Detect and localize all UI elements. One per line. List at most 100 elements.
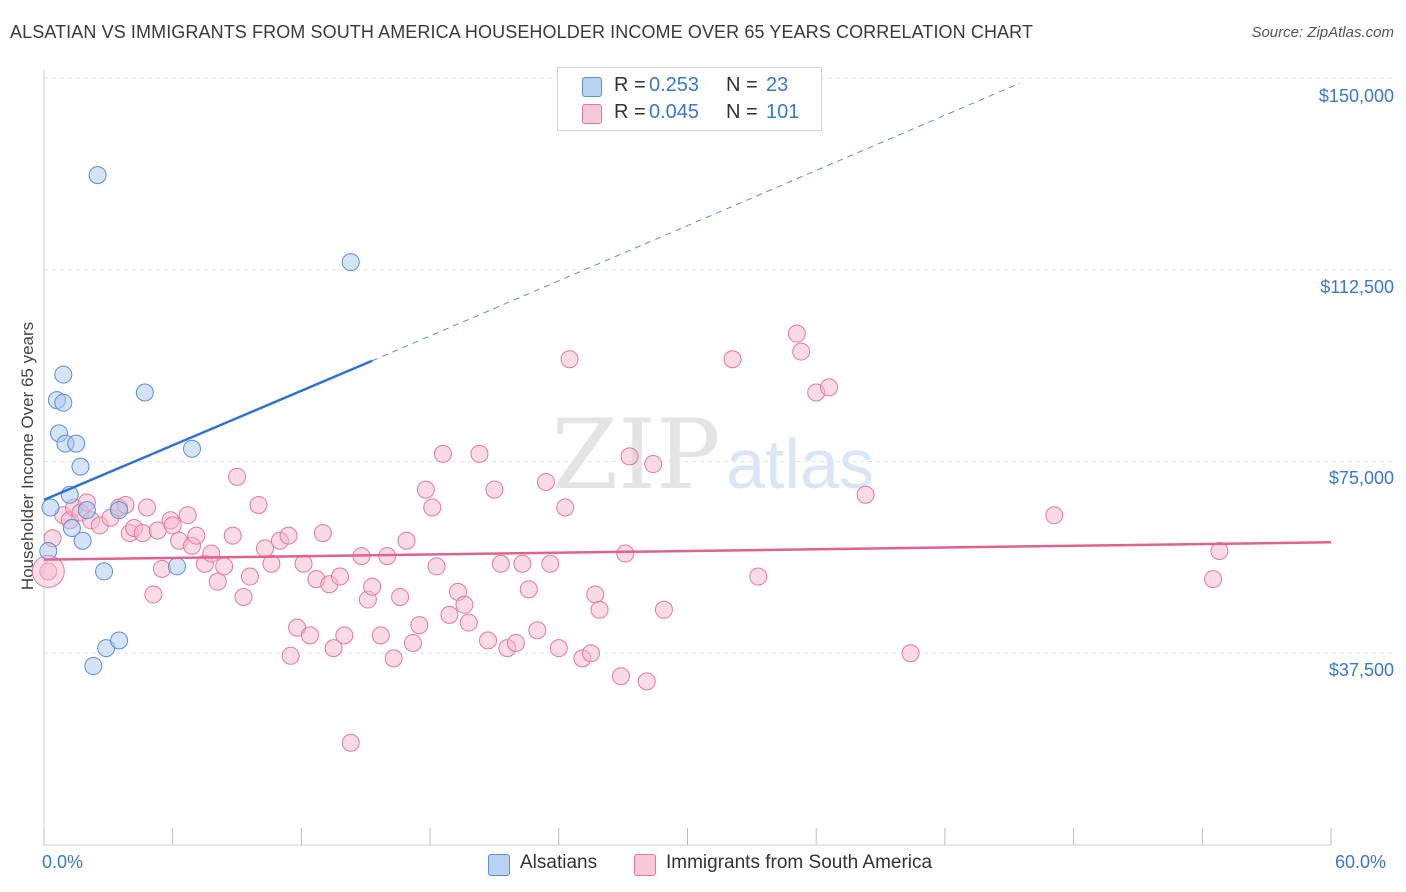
blue-swatch (582, 77, 602, 97)
pink-swatch (634, 854, 656, 876)
correlation-stats-box: R = 0.253 N = 23 R = 0.045 N = 101 (557, 67, 822, 131)
data-point (384, 649, 403, 668)
r-label: R = (614, 101, 646, 123)
data-point (485, 480, 504, 499)
alsatians-trend-extension (371, 82, 1021, 362)
data-point (110, 501, 129, 520)
data-point (506, 634, 525, 653)
data-point (88, 166, 107, 185)
data-point (324, 639, 343, 658)
data-point (54, 393, 73, 412)
data-point (223, 526, 242, 545)
data-point (637, 672, 656, 691)
data-point (281, 646, 300, 665)
data-point (391, 588, 410, 607)
data-point (294, 554, 313, 573)
data-point (590, 600, 609, 619)
n-label: N = (726, 101, 758, 123)
series-alsatians-points (39, 166, 360, 676)
r-value: 0.253 (649, 74, 700, 96)
data-point (167, 557, 186, 576)
data-point (234, 588, 253, 607)
data-point (178, 506, 197, 525)
data-point (416, 480, 435, 499)
data-point (41, 498, 60, 517)
data-point (39, 541, 58, 560)
trend-lines (43, 82, 1332, 561)
data-point (144, 585, 163, 604)
data-point (313, 524, 332, 543)
data-point (749, 567, 768, 586)
data-point (255, 539, 274, 558)
data-point (612, 667, 631, 686)
data-point (67, 434, 86, 453)
y-tick-label: $37,500 (1328, 660, 1394, 680)
watermark: ZIP atlas (551, 399, 874, 511)
data-point (84, 657, 103, 676)
data-point (163, 516, 182, 535)
data-point (1210, 541, 1229, 560)
immigrants-trend-line (43, 541, 1332, 561)
data-point (541, 554, 560, 573)
chart-title: ALSATIAN VS IMMIGRANTS FROM SOUTH AMERIC… (10, 22, 1034, 42)
alsatians-trend-line (43, 359, 373, 502)
n-label: N = (726, 74, 758, 96)
data-point (820, 378, 839, 397)
data-point (240, 567, 259, 586)
data-point (335, 626, 354, 645)
data-point (459, 613, 478, 632)
data-point (519, 580, 538, 599)
data-point (513, 554, 532, 573)
data-point (479, 631, 498, 650)
x-tick-label-min: 0.0% (42, 852, 84, 872)
data-point (581, 644, 600, 663)
x-tick-label-max: 60.0% (1335, 852, 1387, 872)
data-point (549, 639, 568, 658)
data-point (455, 595, 474, 614)
data-point (433, 444, 452, 463)
y-tick-label: $150,000 (1318, 86, 1394, 106)
data-point (62, 518, 81, 537)
data-point (560, 350, 579, 369)
data-point (279, 526, 298, 545)
data-point (135, 383, 154, 402)
data-point (528, 621, 547, 640)
watermark-atlas: atlas (726, 425, 874, 503)
data-point (262, 554, 281, 573)
data-point (427, 557, 446, 576)
data-point (654, 600, 673, 619)
data-point (133, 524, 152, 543)
data-point (39, 562, 58, 581)
data-point (152, 559, 171, 578)
data-point (787, 324, 806, 343)
data-point (901, 644, 920, 663)
series-immigrants-points (31, 324, 1229, 752)
data-point (723, 350, 742, 369)
data-point (470, 444, 489, 463)
r-label: R = (614, 74, 646, 96)
data-point (536, 472, 555, 491)
data-point (556, 498, 575, 517)
data-point (403, 634, 422, 653)
n-value: 101 (766, 101, 800, 123)
data-point (137, 498, 156, 517)
data-point (208, 572, 227, 591)
legend-label: Alsatians (520, 852, 598, 873)
data-point (1045, 506, 1064, 525)
data-point (341, 733, 360, 752)
data-point (228, 467, 247, 486)
data-point (300, 626, 319, 645)
data-point (440, 605, 459, 624)
data-point (249, 495, 268, 514)
data-point (410, 616, 429, 635)
data-point (856, 485, 875, 504)
data-point (110, 631, 129, 650)
axes (43, 70, 1332, 846)
data-point (644, 455, 663, 474)
data-point (616, 544, 635, 563)
data-point (71, 457, 90, 476)
data-point (423, 498, 442, 517)
source-label: Source: ZipAtlas.com (1251, 24, 1394, 41)
data-point (586, 585, 605, 604)
